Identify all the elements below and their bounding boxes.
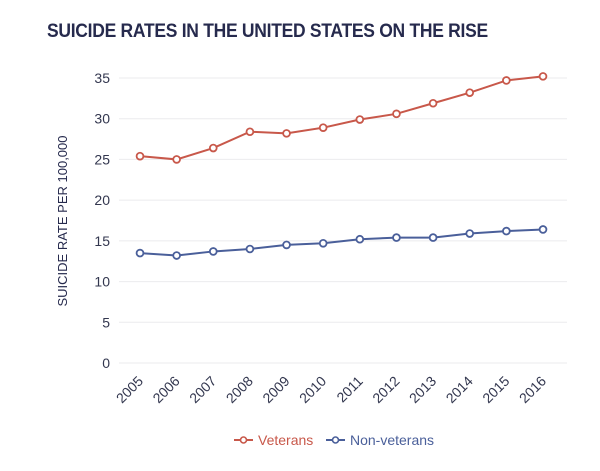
x-tick-label: 2010 [296, 373, 329, 406]
data-point [428, 233, 438, 242]
data-point [538, 225, 548, 234]
data-point [538, 72, 548, 81]
data-point [172, 155, 181, 164]
data-point [355, 234, 365, 244]
chart-title: SUICIDE RATES IN THE UNITED STATES ON TH… [47, 21, 488, 42]
y-tick-label: 20 [94, 192, 110, 208]
y-tick-label: 0 [102, 355, 110, 371]
data-point [135, 248, 145, 258]
data-point [392, 109, 401, 119]
series-lines [135, 72, 548, 260]
series-line [139, 75, 544, 161]
legend-label: Non-veterans [350, 432, 434, 448]
legend-marker-icon [239, 436, 248, 444]
y-tick-label: 25 [94, 151, 110, 167]
x-tick-label: 2014 [443, 373, 476, 406]
legend-item: Veterans [234, 432, 313, 448]
y-tick-labels: 0 5 10 15 20 25 30 35 [94, 70, 110, 371]
data-point [465, 88, 475, 97]
x-tick-label: 2015 [479, 373, 512, 406]
data-point [245, 244, 255, 254]
data-point [172, 251, 181, 260]
data-point [318, 239, 328, 248]
x-tick-label: 2012 [369, 373, 402, 406]
series-line [139, 228, 544, 257]
legend: Veterans Non-veterans [234, 432, 434, 448]
x-tick-label: 2009 [259, 373, 292, 406]
data-point [245, 127, 255, 137]
legend-marker-icon [331, 436, 340, 444]
x-tick-label: 2008 [223, 373, 256, 406]
data-point [282, 129, 291, 138]
data-point [502, 226, 511, 236]
y-axis-label: SUICIDE RATE PER 100,000 [55, 136, 70, 307]
data-point [428, 98, 438, 108]
data-point [465, 229, 475, 238]
data-point [208, 143, 218, 153]
series-veterans [135, 72, 548, 164]
y-tick-label: 30 [94, 111, 110, 127]
x-tick-label: 2011 [333, 373, 366, 406]
legend-item: Non-veterans [326, 432, 434, 448]
x-tick-labels: 2005 2006 2007 2008 2009 2010 2011 2012 2013 2014… [113, 373, 549, 406]
data-point [208, 247, 218, 256]
y-tick-label: 5 [102, 314, 110, 330]
data-point [355, 115, 365, 124]
legend-label: Veterans [258, 432, 313, 448]
y-tick-label: 10 [94, 274, 110, 290]
y-tick-label: 15 [94, 233, 110, 249]
x-tick-label: 2005 [113, 373, 146, 406]
series-non-veterans [135, 225, 548, 260]
x-tick-label: 2006 [149, 373, 182, 406]
gridlines [119, 77, 567, 364]
data-point [282, 240, 291, 250]
data-point [392, 233, 401, 242]
data-point [502, 76, 511, 85]
x-tick-label: 2016 [516, 373, 549, 406]
y-tick-label: 35 [94, 70, 110, 86]
x-tick-label: 2013 [406, 373, 439, 406]
data-point [135, 151, 145, 161]
data-point [318, 123, 328, 132]
x-tick-label: 2007 [186, 373, 219, 406]
